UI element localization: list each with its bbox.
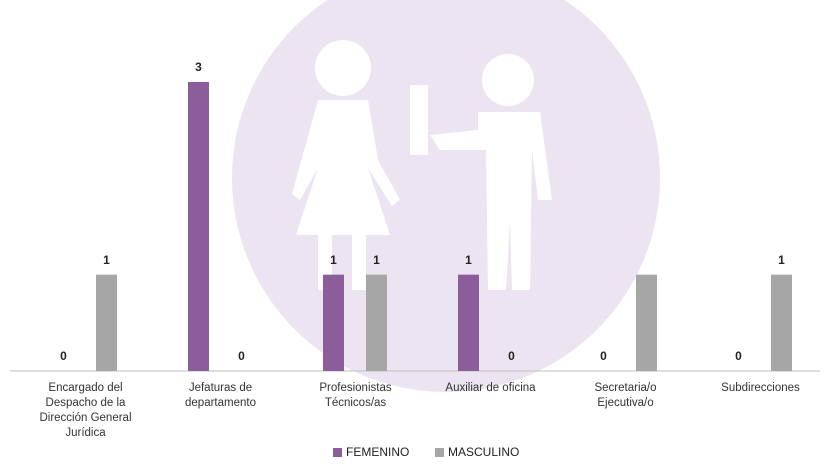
bar xyxy=(458,274,479,371)
value-label: 1 xyxy=(373,253,380,267)
value-label: 3 xyxy=(195,60,202,74)
value-label: 1 xyxy=(330,253,337,267)
figure-woman xyxy=(292,100,400,235)
x-tick-label: Auxiliar de oficina xyxy=(445,382,536,394)
value-label: 1 xyxy=(103,253,110,267)
figure-flower xyxy=(410,85,428,155)
x-tick-label: Encargado del Despacho de la Dirección G… xyxy=(39,382,132,439)
figure-man xyxy=(430,112,552,290)
background-illustration xyxy=(232,0,660,392)
bar xyxy=(323,274,344,371)
x-tick-label: Jefaturas de departamento xyxy=(185,382,256,409)
x-tick-label: Secretaria/o Ejecutiva/o xyxy=(594,382,657,409)
legend-swatch xyxy=(435,448,444,457)
value-label: 1 xyxy=(465,253,472,267)
legend-label: FEMENINO xyxy=(346,445,409,459)
value-label: 0 xyxy=(735,349,742,363)
value-label: 0 xyxy=(508,349,515,363)
value-label: 0 xyxy=(238,349,245,363)
figure-head xyxy=(315,40,371,96)
x-tick-label: Profesionistas Técnicos/as xyxy=(319,382,392,409)
legend-label: MASCULINO xyxy=(448,445,519,459)
figure-leg xyxy=(352,235,366,290)
x-tick-label: Subdirecciones xyxy=(721,382,800,394)
value-label: 1 xyxy=(778,253,785,267)
bar xyxy=(188,82,209,371)
value-label: 0 xyxy=(60,349,67,363)
bar xyxy=(636,274,657,371)
legend-swatch xyxy=(333,448,342,457)
bar xyxy=(771,274,792,371)
value-label: 0 xyxy=(600,349,607,363)
figure-head xyxy=(482,54,534,106)
bar xyxy=(366,274,387,371)
bar xyxy=(96,274,117,371)
